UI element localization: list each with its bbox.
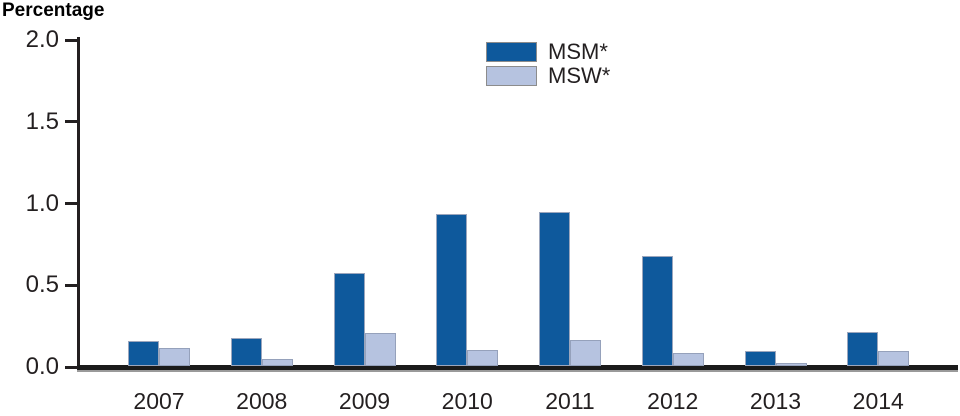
y-tick-1.0 <box>65 202 78 205</box>
x-axis <box>77 365 958 372</box>
legend-swatch-msm <box>486 42 537 62</box>
legend-label-msm: MSM* <box>548 39 608 64</box>
bar-msw-2014 <box>878 351 910 366</box>
bar-msw-2010 <box>467 350 499 366</box>
y-axis-title: Percentage <box>2 0 105 21</box>
y-tick-0.5 <box>65 283 78 287</box>
y-tick-label-0.5: 0.5 <box>25 271 59 299</box>
bar-msw-2009 <box>364 333 396 366</box>
x-label-2008: 2008 <box>236 388 288 414</box>
bar-msm-2010 <box>436 214 468 366</box>
bar-msw-2008 <box>261 359 293 366</box>
y-tick-label-1.0: 1.0 <box>25 189 59 217</box>
x-label-2012: 2012 <box>647 388 699 414</box>
legend-swatch-msw <box>486 66 537 86</box>
x-label-2011: 2011 <box>545 388 595 414</box>
x-label-2007: 2007 <box>133 388 185 414</box>
bar-msm-2012 <box>641 256 673 366</box>
y-tick-label-2.0: 2.0 <box>25 26 59 53</box>
bar-msm-2008 <box>230 338 262 366</box>
bar-msm-2007 <box>128 341 159 366</box>
y-tick-1.5 <box>65 120 78 124</box>
bar-msm-2013 <box>744 351 776 366</box>
bar-msw-2012 <box>672 353 704 366</box>
legend-item-msm: MSM* <box>486 41 608 63</box>
bar-msm-2014 <box>847 332 879 366</box>
y-tick-2.0 <box>65 38 78 42</box>
bar-msw-2013 <box>775 363 807 366</box>
y-tick-0.0 <box>65 365 78 369</box>
legend-label-msw: MSW* <box>548 63 611 88</box>
y-axis <box>77 37 80 371</box>
y-tick-label-1.5: 1.5 <box>25 107 59 135</box>
bar-msw-2011 <box>570 340 601 366</box>
x-label-2013: 2013 <box>749 388 802 414</box>
legend-item-msw: MSW* <box>486 65 610 87</box>
bar-msm-2011 <box>539 212 570 366</box>
x-label-2014: 2014 <box>852 388 904 414</box>
y-tick-label-0.0: 0.0 <box>25 353 59 380</box>
bar-msm-2009 <box>333 273 365 366</box>
x-label-2009: 2009 <box>338 388 391 414</box>
x-label-2010: 2010 <box>441 388 493 414</box>
bar-msw-2007 <box>159 348 190 366</box>
